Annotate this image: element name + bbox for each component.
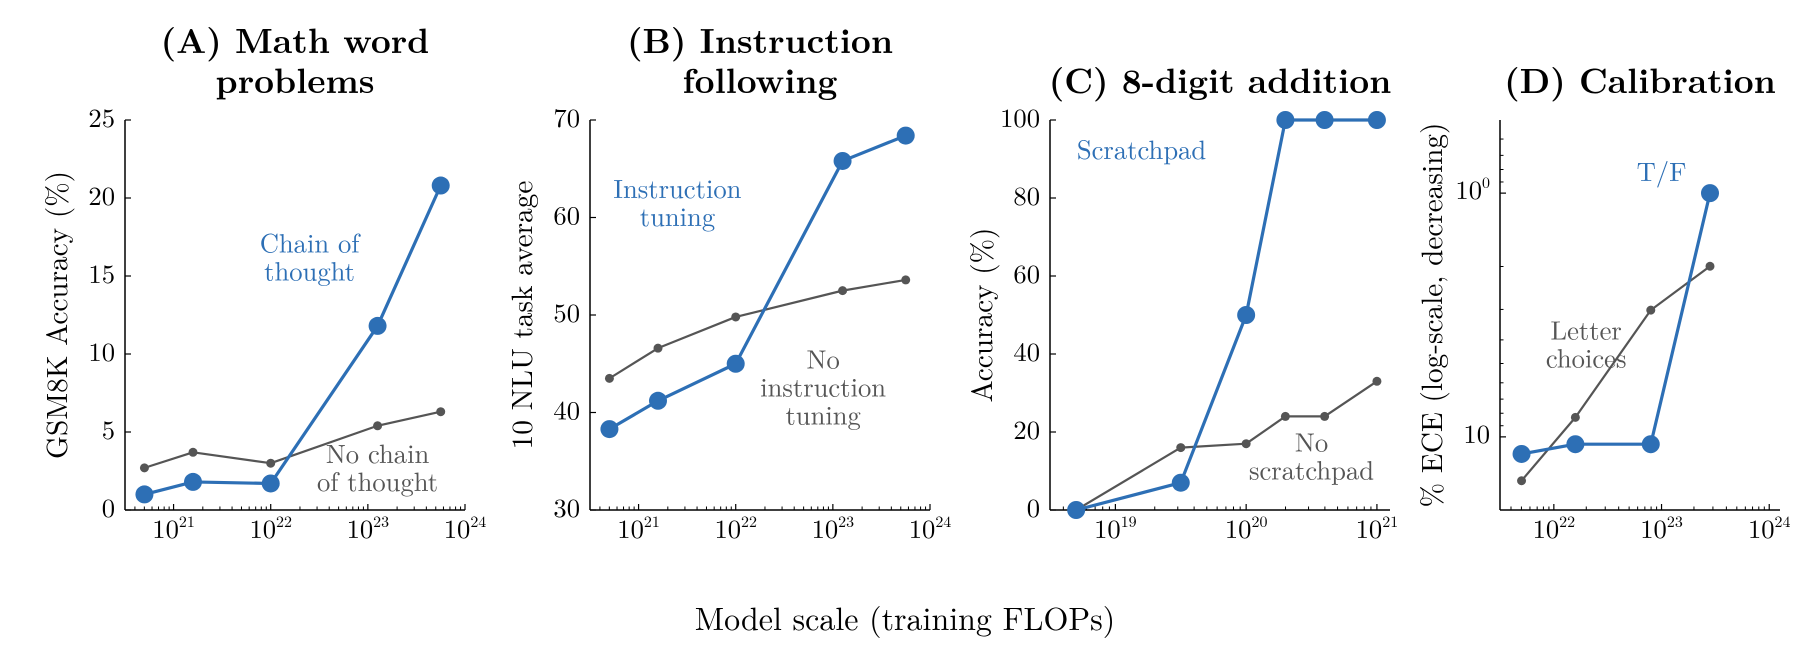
svg-text:% ECE (log-scale, decreasing): % ECE (log-scale, decreasing) bbox=[1410, 123, 1451, 508]
svg-text:1022: 1022 bbox=[714, 508, 757, 546]
svg-text:70: 70 bbox=[553, 97, 580, 135]
shared-xlabel: Model scale (training FLOPs) bbox=[0, 595, 1810, 640]
panel-d-title: (D) Calibration bbox=[1395, 60, 1810, 100]
svg-text:20: 20 bbox=[88, 175, 115, 213]
svg-text:0: 0 bbox=[102, 487, 115, 525]
svg-text:1019: 1019 bbox=[1094, 508, 1137, 546]
panel-b-chart: 3040506070102110221023102410 NLU task av… bbox=[510, 110, 970, 600]
panel-c-chart: 020406080100101910201021Accuracy (%)Nosc… bbox=[970, 110, 1430, 600]
svg-text:Chain ofthought: Chain ofthought bbox=[260, 223, 362, 289]
svg-text:Noscratchpad: Noscratchpad bbox=[1249, 422, 1374, 488]
svg-text:1022: 1022 bbox=[1533, 508, 1576, 546]
svg-text:Noinstructiontuning: Noinstructiontuning bbox=[760, 339, 886, 433]
svg-text:T/F: T/F bbox=[1637, 151, 1687, 189]
svg-text:100: 100 bbox=[1000, 97, 1040, 135]
svg-text:1023: 1023 bbox=[1640, 508, 1683, 546]
svg-text:1020: 1020 bbox=[1225, 508, 1268, 546]
svg-text:No chainof thought: No chainof thought bbox=[317, 433, 438, 499]
svg-text:25: 25 bbox=[88, 97, 115, 135]
panel-a-chart: 05101520251021102210231024GSM8K Accuracy… bbox=[45, 110, 505, 600]
svg-text:40: 40 bbox=[553, 390, 580, 428]
svg-text:1021: 1021 bbox=[1356, 508, 1399, 546]
svg-text:Instructiontuning: Instructiontuning bbox=[613, 168, 741, 234]
svg-text:10 NLU task average: 10 NLU task average bbox=[500, 181, 541, 450]
svg-text:10: 10 bbox=[1463, 413, 1490, 451]
svg-text:Letterchoices: Letterchoices bbox=[1546, 309, 1627, 375]
svg-text:1021: 1021 bbox=[617, 508, 660, 546]
figure-root: (A) Math word problems (B) Instruction f… bbox=[0, 0, 1810, 654]
svg-text:1021: 1021 bbox=[152, 508, 195, 546]
svg-text:60: 60 bbox=[553, 195, 580, 233]
svg-text:1023: 1023 bbox=[347, 508, 390, 546]
svg-text:Scratchpad: Scratchpad bbox=[1077, 129, 1207, 167]
svg-text:60: 60 bbox=[1013, 253, 1040, 291]
svg-text:1023: 1023 bbox=[812, 508, 855, 546]
svg-text:15: 15 bbox=[88, 253, 115, 291]
svg-text:50: 50 bbox=[553, 292, 580, 330]
svg-text:GSM8K Accuracy (%): GSM8K Accuracy (%) bbox=[35, 171, 76, 459]
svg-text:30: 30 bbox=[553, 487, 580, 525]
svg-text:100: 100 bbox=[1455, 169, 1490, 207]
svg-text:80: 80 bbox=[1013, 175, 1040, 213]
svg-text:0: 0 bbox=[1027, 487, 1040, 525]
svg-text:20: 20 bbox=[1013, 409, 1040, 447]
svg-text:Accuracy (%): Accuracy (%) bbox=[960, 228, 1001, 403]
svg-text:40: 40 bbox=[1013, 331, 1040, 369]
svg-text:1022: 1022 bbox=[249, 508, 292, 546]
svg-text:1024: 1024 bbox=[909, 508, 952, 546]
svg-text:1024: 1024 bbox=[1748, 508, 1791, 546]
svg-text:1024: 1024 bbox=[444, 508, 487, 546]
svg-text:5: 5 bbox=[102, 409, 115, 447]
svg-text:10: 10 bbox=[88, 331, 115, 369]
panel-d-chart: 10100102210231024% ECE (log-scale, decre… bbox=[1420, 110, 1810, 600]
